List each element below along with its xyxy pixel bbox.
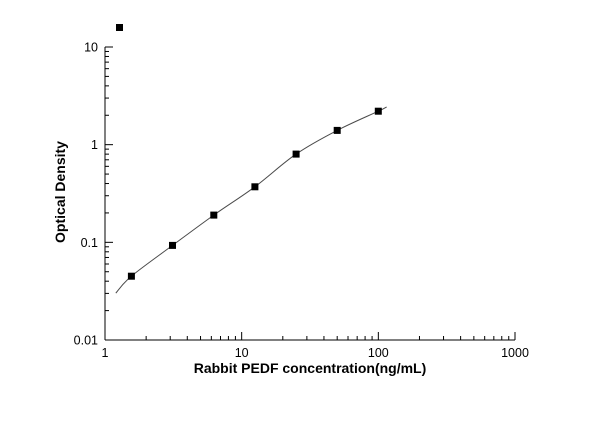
x-tick-label: 1 bbox=[102, 346, 109, 360]
y-tick-label: 10 bbox=[84, 41, 98, 55]
y-tick-label: 1 bbox=[91, 138, 98, 152]
x-axis-title: Rabbit PEDF concentration(ng/mL) bbox=[193, 360, 427, 376]
data-point-marker bbox=[169, 241, 176, 249]
y-axis-title: Optical Density bbox=[52, 141, 68, 243]
stray-legend-marker bbox=[116, 24, 123, 31]
data-point-marker bbox=[251, 183, 259, 191]
data-point-marker bbox=[374, 107, 382, 115]
x-tick-label: 1000 bbox=[501, 346, 529, 360]
fit-curve bbox=[115, 106, 387, 294]
data-point-marker bbox=[210, 211, 218, 219]
y-tick-label: 0.1 bbox=[81, 236, 98, 250]
data-point-marker bbox=[292, 150, 300, 158]
y-tick-label: 0.01 bbox=[74, 334, 98, 348]
x-tick-label: 100 bbox=[368, 346, 389, 360]
data-point-marker bbox=[127, 272, 135, 280]
x-tick-label: 10 bbox=[235, 346, 249, 360]
data-point-marker bbox=[333, 126, 341, 134]
